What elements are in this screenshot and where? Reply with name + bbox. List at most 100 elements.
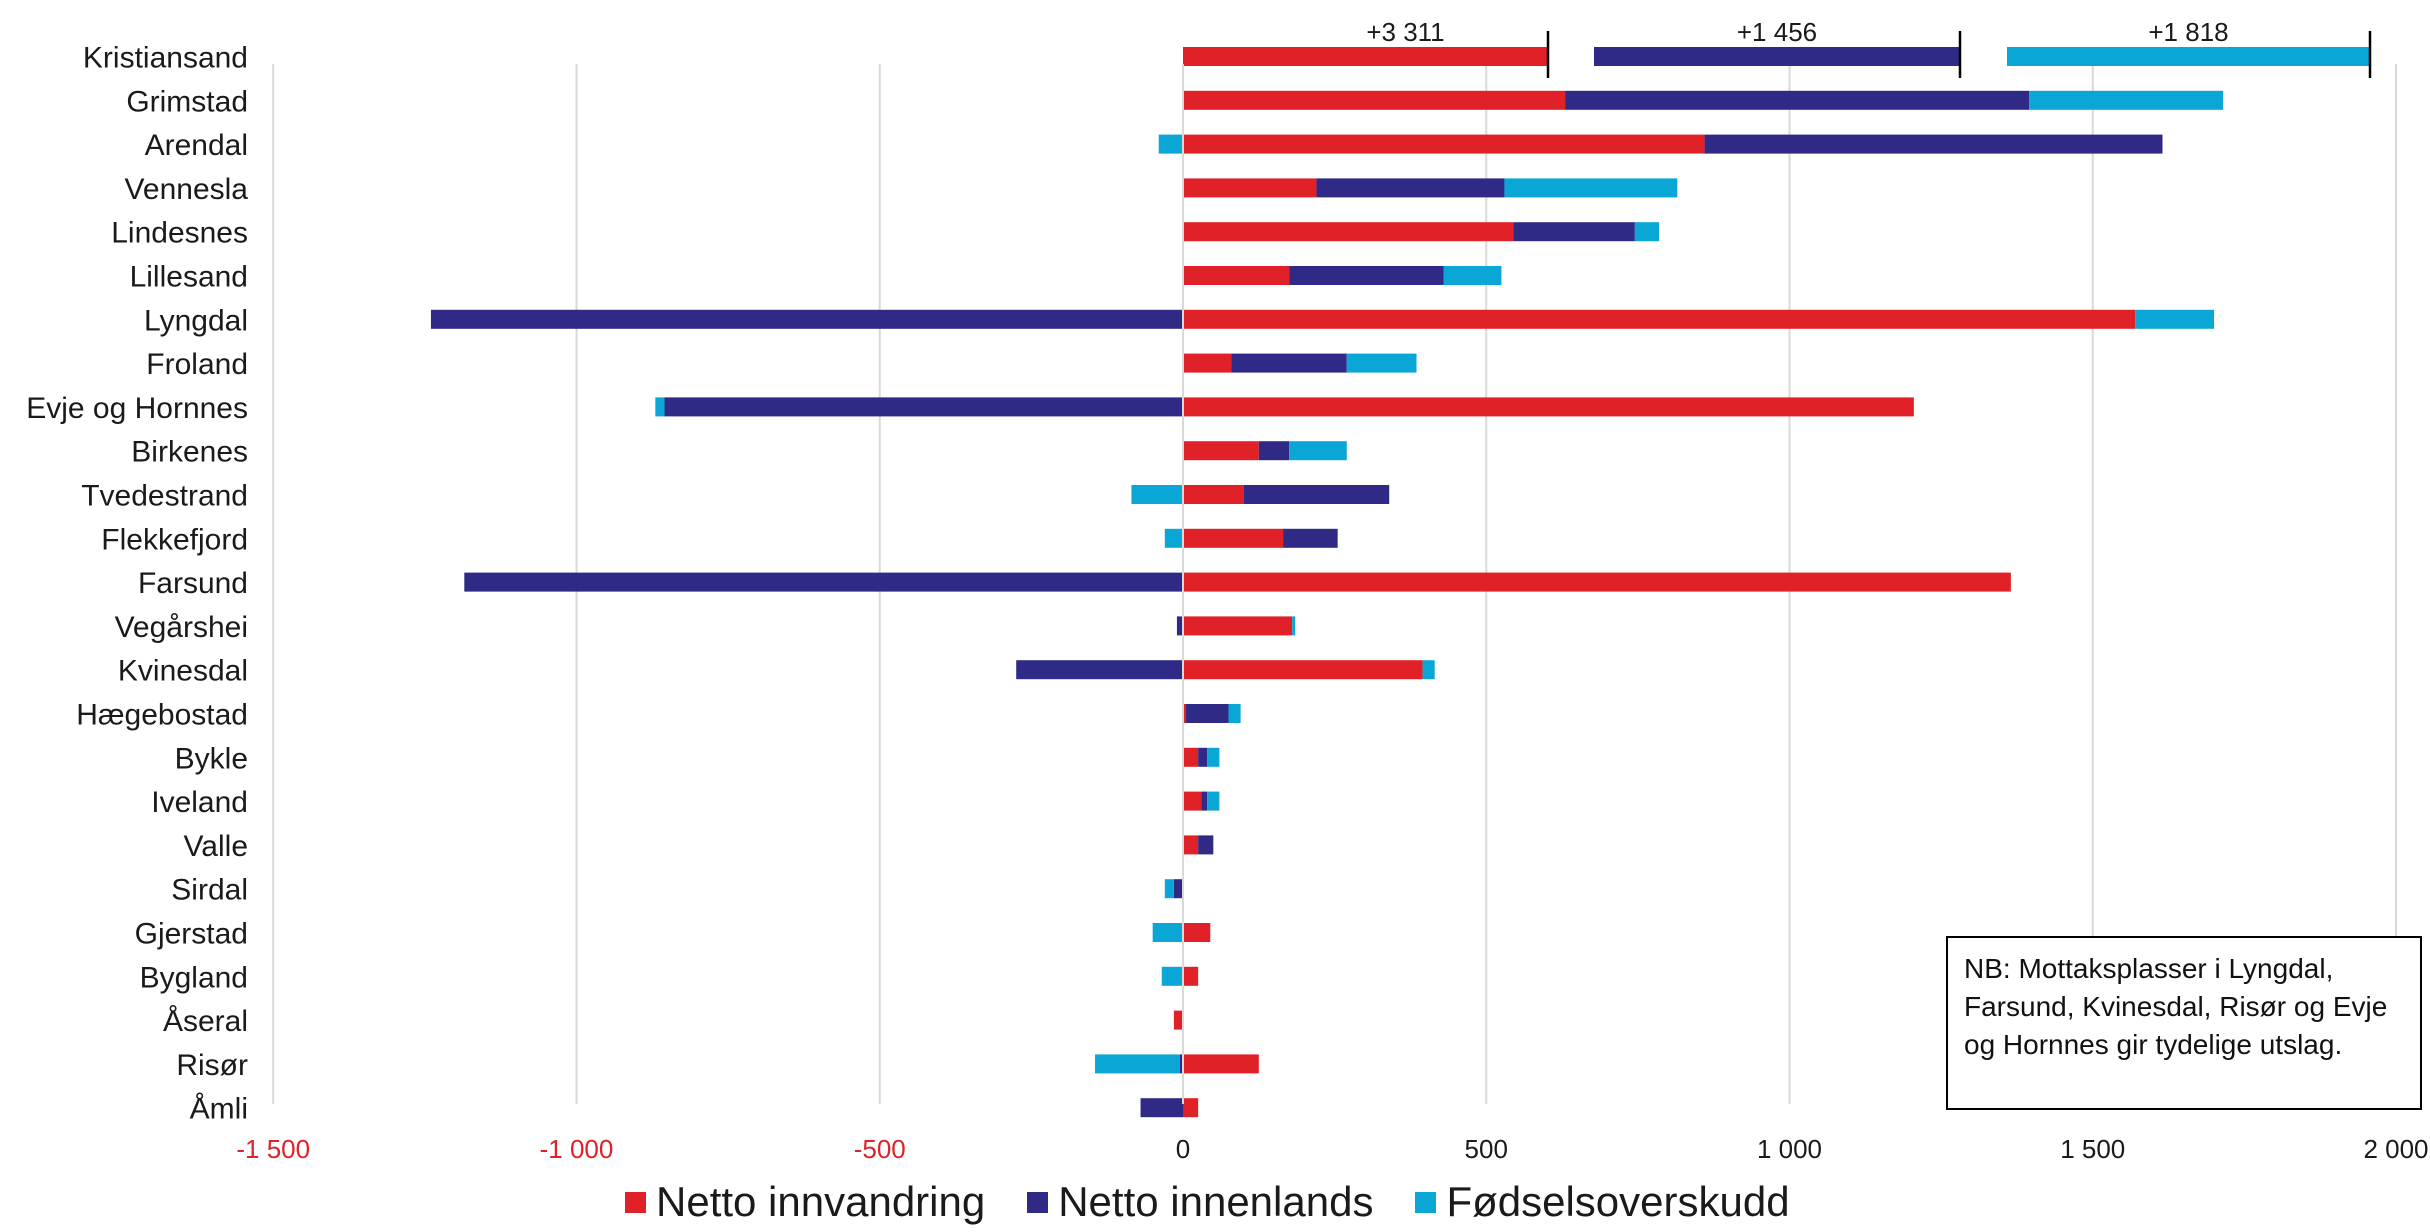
bar-lillesand-netto-innenlands [1289, 266, 1444, 285]
bar-vennesla-netto-innenlands [1316, 178, 1505, 198]
category-label-farsund: Farsund [138, 567, 248, 600]
category-labels: Kristiansand Grimstad Arendal Vennesla Linde… [26, 42, 248, 1126]
category-label-bykle: Bykle [175, 742, 248, 775]
bar-kristiansand-f-dselsoverskudd [2007, 47, 2370, 66]
bar-arendal-netto-innenlands [1704, 134, 2163, 154]
bar-bykle-f-dselsoverskudd [1207, 747, 1220, 767]
bar-froland-netto-innvandring [1183, 353, 1232, 373]
note-box: NB: Mottaksplasser i Lyngdal, Farsund, K… [1946, 936, 2422, 1110]
category-label-grimstad: Grimstad [126, 85, 248, 118]
category-label-flekkefjord: Flekkefjord [101, 523, 248, 556]
x-tick-label: 2 000 [2363, 1134, 2428, 1164]
bar-lindesnes-netto-innvandring [1183, 222, 1514, 242]
bar-bygland-netto-innvandring [1183, 966, 1199, 986]
bar-evje-og-hornnes-netto-innvandring [1183, 397, 1914, 417]
category-label-gjerstad: Gjerstad [135, 918, 248, 951]
bar-seral-netto-innvandring [1173, 1010, 1183, 1030]
bar-valle-netto-innvandring [1183, 835, 1199, 855]
legend-label: Fødselsoverskudd [1446, 1178, 1790, 1225]
category-label-bygland: Bygland [140, 961, 248, 994]
category-label-arendal: Arendal [145, 129, 248, 162]
bar-h-gebostad-netto-innenlands [1186, 704, 1229, 723]
category-label-evje-og-hornnes: Evje og Hornnes [26, 392, 248, 425]
bar-mli-netto-innenlands [1140, 1098, 1183, 1118]
category-label-mli: Åmli [190, 1093, 248, 1126]
legend-item-netto-innvandring: Netto innvandring [625, 1178, 985, 1226]
bar-lindesnes-f-dselsoverskudd [1634, 222, 1660, 242]
category-label-kristiansand: Kristiansand [83, 42, 248, 75]
bar-tvedestrand-netto-innenlands [1243, 485, 1390, 504]
bar-tvedestrand-netto-innvandring [1183, 485, 1244, 504]
bar-gjerstad-netto-innvandring [1183, 923, 1211, 942]
bar-grimstad-netto-innvandring [1183, 90, 1566, 110]
bar-h-gebostad-f-dselsoverskudd [1228, 704, 1241, 723]
bar-iveland-f-dselsoverskudd [1207, 791, 1220, 811]
bar-farsund-netto-innvandring [1183, 572, 2011, 592]
bar-flekkefjord-f-dselsoverskudd [1164, 528, 1183, 548]
category-label-vennesla: Vennesla [125, 173, 249, 206]
legend-item-fodselsoverskudd: Fødselsoverskudd [1415, 1178, 1790, 1226]
bar-flekkefjord-netto-innenlands [1283, 528, 1338, 548]
category-label-lindesnes: Lindesnes [111, 217, 248, 250]
axis-break-markers: +3 311 +1 456 +1 818 [1366, 17, 2372, 78]
category-label-veg-rshei: Vegårshei [115, 611, 248, 644]
bar-arendal-netto-innvandring [1183, 134, 1705, 154]
legend-label: Netto innenlands [1058, 1178, 1374, 1225]
bar-kristiansand-netto-innenlands [1594, 47, 1960, 66]
x-tick-label: 1 500 [2060, 1134, 2125, 1164]
bar-lyngdal-netto-innvandring [1183, 309, 2136, 329]
category-label-valle: Valle [184, 830, 248, 863]
x-tick-labels: -1 500 -1 000 -500 0 500 1 000 1 500 2 000 [236, 1134, 2428, 1164]
bar-lillesand-f-dselsoverskudd [1443, 266, 1502, 285]
bar-ris-r-f-dselsoverskudd [1095, 1054, 1180, 1074]
x-tick-label: 0 [1176, 1134, 1190, 1164]
category-label-sirdal: Sirdal [171, 874, 248, 907]
legend-swatch [1415, 1191, 1437, 1213]
category-label-lyngdal: Lyngdal [144, 304, 248, 337]
x-tick-label: 1 000 [1757, 1134, 1822, 1164]
axis-break-label: +1 818 [2148, 17, 2228, 47]
bar-tvedestrand-f-dselsoverskudd [1131, 485, 1183, 504]
legend-swatch [625, 1191, 646, 1213]
legend: Netto innvandring Netto innenlands Fødse… [625, 1178, 1790, 1226]
bars [430, 47, 2370, 1118]
bar-mli-netto-innvandring [1183, 1098, 1199, 1118]
bar-sirdal-netto-innenlands [1173, 879, 1183, 899]
bar-lindesnes-netto-innenlands [1513, 222, 1635, 242]
category-label-froland: Froland [146, 348, 248, 381]
bar-veg-rshei-netto-innenlands [1176, 616, 1183, 636]
bar-valle-netto-innenlands [1198, 835, 1214, 855]
bar-kvinesdal-netto-innvandring [1183, 660, 1423, 680]
bar-kvinesdal-f-dselsoverskudd [1422, 660, 1435, 680]
bar-froland-netto-innenlands [1231, 353, 1347, 373]
bar-flekkefjord-netto-innvandring [1183, 528, 1284, 548]
category-label-birkenes: Birkenes [131, 436, 248, 469]
x-tick-label: 500 [1465, 1134, 1508, 1164]
bar-bykle-netto-innenlands [1198, 747, 1208, 767]
bar-ris-r-netto-innenlands [1179, 1054, 1183, 1074]
bar-lillesand-netto-innvandring [1183, 266, 1290, 285]
bar-arendal-f-dselsoverskudd [1158, 134, 1183, 154]
bar-grimstad-f-dselsoverskudd [2029, 90, 2224, 110]
bar-iveland-netto-innvandring [1183, 791, 1202, 811]
bar-lyngdal-f-dselsoverskudd [2135, 309, 2215, 329]
bar-evje-og-hornnes-netto-innenlands [664, 397, 1183, 417]
bar-bygland-f-dselsoverskudd [1161, 966, 1183, 986]
category-label-ris-r: Risør [176, 1049, 248, 1082]
bar-kristiansand-netto-innvandring [1183, 47, 1548, 66]
bar-birkenes-netto-innenlands [1258, 441, 1290, 461]
bar-birkenes-f-dselsoverskudd [1289, 441, 1347, 461]
category-label-seral: Åseral [163, 1005, 248, 1038]
legend-swatch [1027, 1191, 1049, 1213]
bar-bykle-netto-innvandring [1183, 747, 1199, 767]
bar-h-gebostad-netto-innvandring [1183, 704, 1187, 723]
bar-froland-f-dselsoverskudd [1346, 353, 1417, 373]
bar-sirdal-f-dselsoverskudd [1164, 879, 1174, 899]
category-label-h-gebostad: Hægebostad [76, 699, 248, 732]
bar-iveland-netto-innenlands [1201, 791, 1208, 811]
category-label-iveland: Iveland [151, 786, 248, 819]
axis-break-label: +1 456 [1737, 17, 1817, 47]
bar-evje-og-hornnes-f-dselsoverskudd [655, 397, 665, 417]
bar-vennesla-netto-innvandring [1183, 178, 1317, 198]
category-label-lillesand: Lillesand [130, 261, 248, 294]
